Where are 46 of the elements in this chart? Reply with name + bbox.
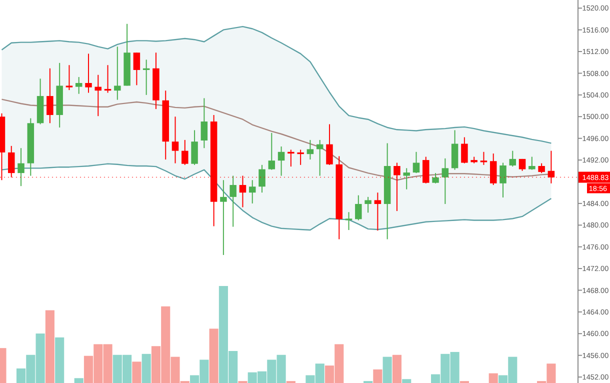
candlestick [230, 175, 236, 228]
candlestick [182, 139, 188, 166]
bar [45, 310, 54, 383]
bar [55, 337, 64, 383]
bar [488, 373, 498, 383]
candlestick [509, 150, 516, 168]
candlestick [432, 172, 439, 184]
bar [74, 378, 84, 383]
candlestick [200, 98, 208, 149]
candlestick [538, 162, 545, 174]
candlestick [326, 124, 333, 166]
candlestick [500, 162, 506, 198]
bar [382, 356, 392, 383]
candlestick [364, 196, 372, 214]
candlestick [355, 194, 362, 221]
bar [209, 328, 218, 383]
bar [373, 369, 382, 383]
candlestick [297, 149, 304, 166]
candlestick [133, 52, 140, 86]
candlestick [288, 149, 294, 168]
candlestick [403, 168, 410, 190]
candlestick [75, 76, 82, 94]
candlestick [528, 156, 536, 170]
candlestick [46, 68, 54, 124]
bar [392, 354, 402, 383]
candlestick [114, 46, 121, 100]
candlestick [461, 136, 468, 164]
candlestick [18, 148, 24, 187]
line-series [1, 26, 552, 144]
candlestick [66, 64, 73, 91]
candlestick [258, 164, 266, 194]
candlestick [85, 53, 92, 94]
candlestick [306, 139, 314, 160]
candlestick [220, 180, 227, 256]
candlestick [172, 116, 179, 164]
candlestick [268, 132, 276, 170]
candlestick [442, 158, 449, 204]
candlestick [278, 146, 285, 176]
candlestick [412, 151, 420, 174]
bar [132, 362, 142, 383]
candlestick [374, 192, 382, 232]
bar [402, 379, 412, 383]
candlestick [248, 180, 256, 204]
candlestick [191, 130, 198, 166]
candlestick [345, 212, 352, 231]
bar [142, 354, 151, 383]
